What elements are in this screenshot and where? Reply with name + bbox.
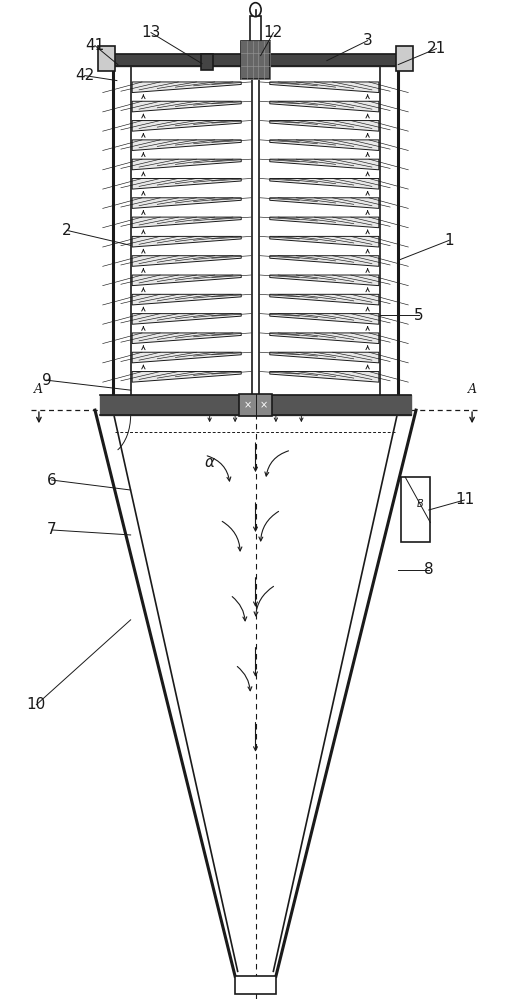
Bar <box>201 54 213 70</box>
Polygon shape <box>132 294 241 305</box>
Polygon shape <box>132 217 241 228</box>
Text: 12: 12 <box>264 25 283 40</box>
Text: 8: 8 <box>424 562 433 577</box>
Text: 13: 13 <box>142 25 161 40</box>
Polygon shape <box>132 140 241 150</box>
Polygon shape <box>132 256 241 266</box>
Polygon shape <box>270 256 379 266</box>
Text: α: α <box>204 455 215 470</box>
Polygon shape <box>132 121 241 131</box>
Polygon shape <box>270 294 379 305</box>
Bar <box>235 976 276 994</box>
Text: 21: 21 <box>427 41 446 56</box>
Text: B: B <box>416 499 423 509</box>
Bar <box>401 477 430 542</box>
Polygon shape <box>270 217 379 228</box>
Text: 1: 1 <box>445 233 454 248</box>
Polygon shape <box>132 352 241 363</box>
Text: 42: 42 <box>75 68 95 83</box>
Polygon shape <box>270 121 379 131</box>
Text: 10: 10 <box>27 697 46 712</box>
Ellipse shape <box>250 3 261 17</box>
Bar <box>250 16 261 41</box>
Text: 3: 3 <box>363 33 373 48</box>
Polygon shape <box>270 101 379 112</box>
Polygon shape <box>132 198 241 208</box>
Text: A: A <box>468 383 477 396</box>
Polygon shape <box>132 333 241 344</box>
Polygon shape <box>270 352 379 363</box>
Text: 9: 9 <box>42 373 52 388</box>
Polygon shape <box>270 275 379 286</box>
Polygon shape <box>270 333 379 344</box>
Bar <box>98 46 115 71</box>
Polygon shape <box>270 178 379 189</box>
Bar <box>396 46 413 71</box>
Polygon shape <box>132 159 241 170</box>
Polygon shape <box>132 236 241 247</box>
Bar <box>239 394 272 416</box>
Text: 41: 41 <box>85 38 105 53</box>
Polygon shape <box>132 82 241 93</box>
Polygon shape <box>270 82 379 93</box>
Text: 2: 2 <box>62 223 72 238</box>
Text: ×: × <box>243 400 251 410</box>
Text: 11: 11 <box>455 492 474 508</box>
Polygon shape <box>270 372 379 382</box>
Polygon shape <box>132 178 241 189</box>
Text: ×: × <box>260 400 268 410</box>
Text: 6: 6 <box>47 473 57 488</box>
Polygon shape <box>270 159 379 170</box>
Polygon shape <box>132 372 241 382</box>
Polygon shape <box>270 198 379 208</box>
Polygon shape <box>132 101 241 112</box>
Polygon shape <box>270 140 379 150</box>
Text: A: A <box>34 383 43 396</box>
Polygon shape <box>270 236 379 247</box>
Text: 5: 5 <box>414 308 424 323</box>
Text: 7: 7 <box>47 522 57 537</box>
Polygon shape <box>270 314 379 324</box>
Polygon shape <box>132 314 241 324</box>
Bar <box>242 41 269 79</box>
Polygon shape <box>132 275 241 286</box>
